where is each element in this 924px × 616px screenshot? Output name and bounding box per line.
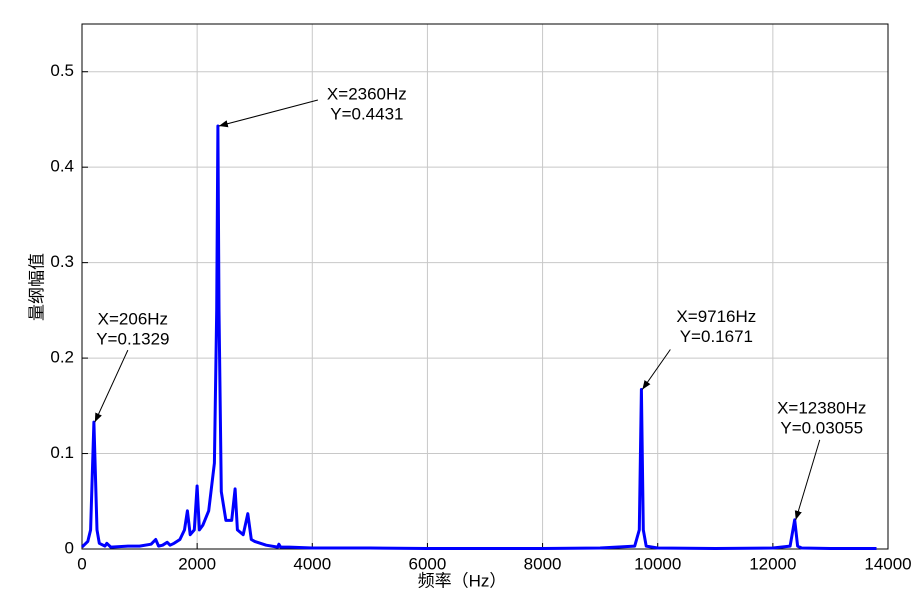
annotation-text: Y=0.03055 xyxy=(780,418,863,437)
y-tick-label: 0 xyxy=(65,538,74,557)
x-tick-label: 8000 xyxy=(524,554,562,573)
annotation-arrow xyxy=(794,439,821,520)
x-tick-label: 14000 xyxy=(864,554,911,573)
y-tick-label: 0.2 xyxy=(50,348,74,367)
y-tick-label: 0.1 xyxy=(50,443,74,462)
x-tick-label: 6000 xyxy=(409,554,447,573)
annotation-text: X=2360Hz xyxy=(327,85,407,104)
y-axis-label: 量纲幅值 xyxy=(27,253,46,321)
spectrum-line xyxy=(80,124,877,550)
x-tick-label: 10000 xyxy=(634,554,681,573)
annotation-text: X=206Hz xyxy=(98,310,168,329)
annotation-text: X=12380Hz xyxy=(777,398,866,417)
annotation-text: X=9716Hz xyxy=(676,307,756,326)
annotation-arrow xyxy=(218,99,318,128)
annotation-arrow xyxy=(641,349,671,390)
annotation-text: Y=0.4431 xyxy=(330,105,403,124)
y-tick-label: 0.4 xyxy=(50,157,74,176)
annotation-text: Y=0.1329 xyxy=(96,330,169,349)
x-tick-label: 12000 xyxy=(749,554,796,573)
annotation-text: Y=0.1671 xyxy=(680,327,753,346)
annotation-arrow xyxy=(94,349,129,423)
x-tick-label: 4000 xyxy=(293,554,331,573)
x-axis-label: 频率（Hz） xyxy=(418,571,507,590)
plot-frame xyxy=(81,23,889,550)
x-tick-label: 0 xyxy=(77,554,86,573)
y-tick-label: 0.5 xyxy=(50,61,74,80)
x-tick-label: 2000 xyxy=(178,554,216,573)
y-tick-label: 0.3 xyxy=(50,252,74,271)
